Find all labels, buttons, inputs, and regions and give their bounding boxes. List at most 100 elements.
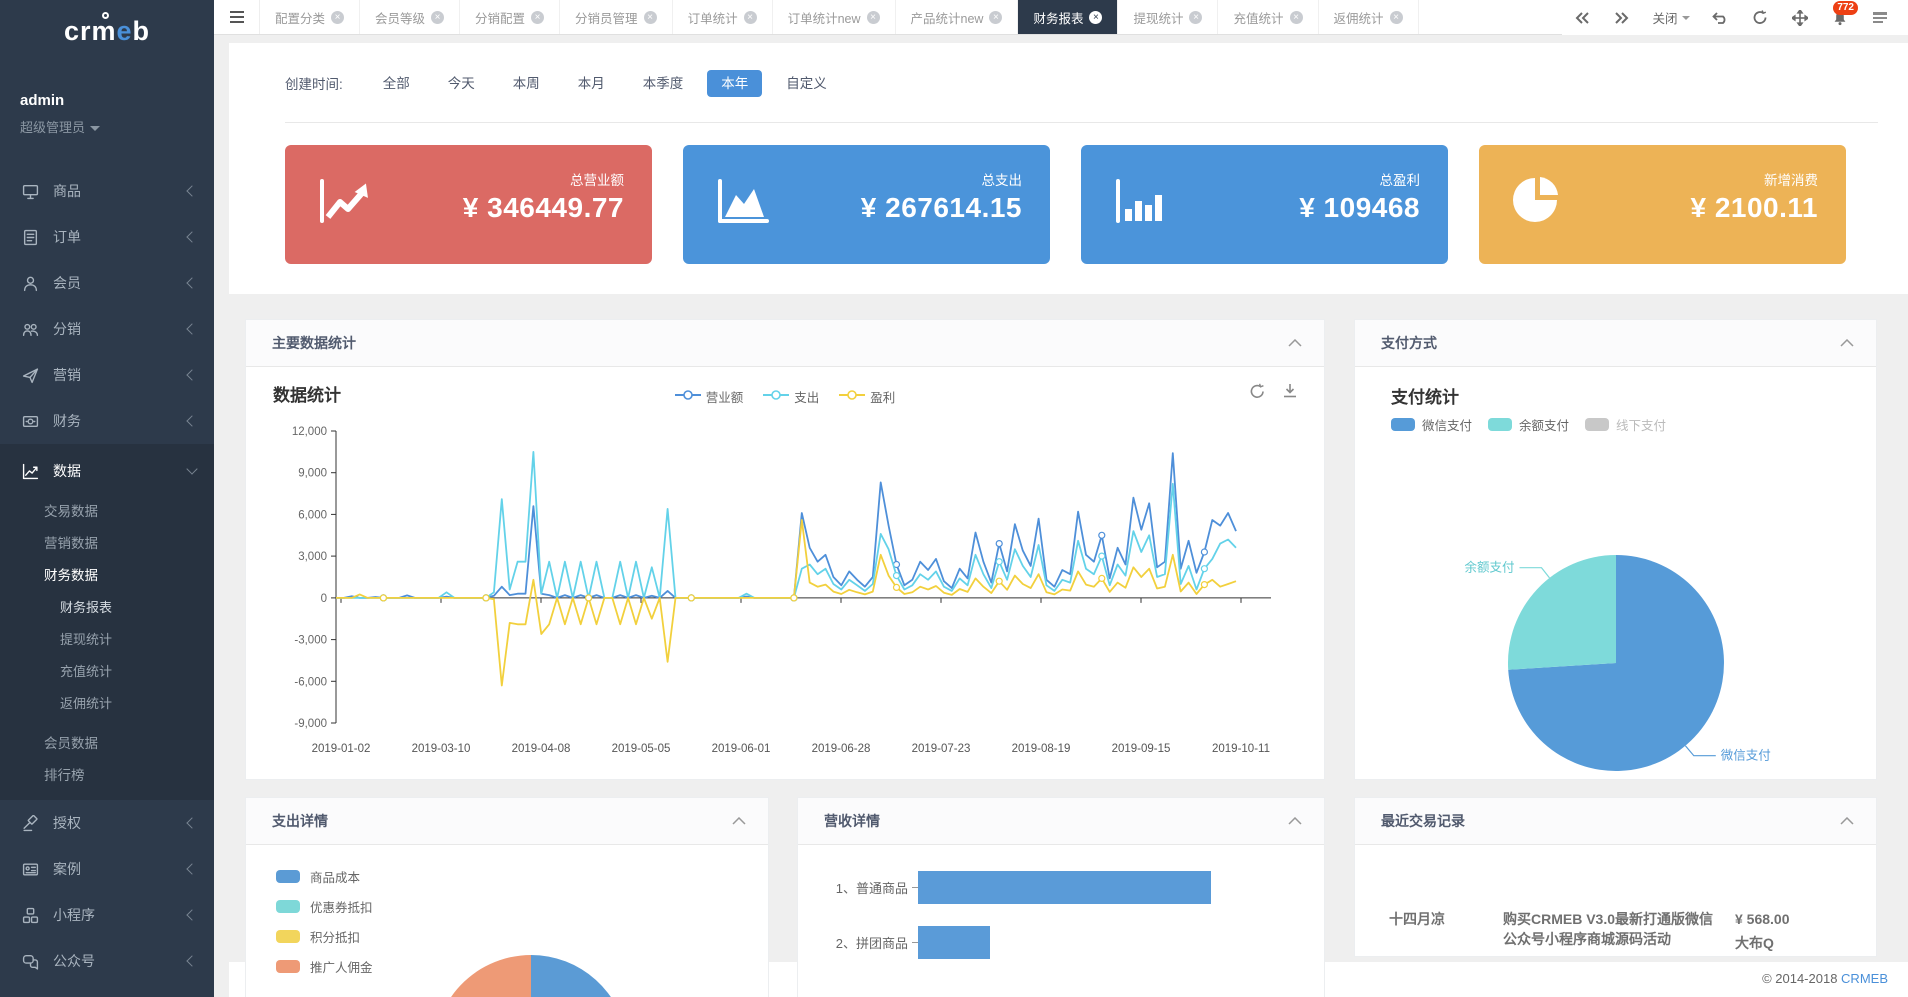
tab-close-icon[interactable]: × — [1289, 10, 1303, 24]
donut-legend-item-优惠券抵扣[interactable]: 优惠券抵扣 — [276, 897, 373, 916]
tab-close-icon[interactable]: × — [989, 10, 1003, 24]
sidebar-item-数据[interactable]: 数据 — [0, 448, 214, 494]
scroll-tabs-right-button[interactable] — [1602, 0, 1642, 35]
legend-item-支出[interactable]: 支出 — [763, 387, 819, 406]
tab-close-icon[interactable]: × — [1089, 10, 1103, 24]
tab-close-icon[interactable]: × — [431, 10, 445, 24]
sidebar-item-公众号[interactable]: 公众号 — [0, 938, 214, 984]
main-area: 配置分类 × 会员等级 × 分销配置 × 分销员管理 × 订单统计 × 订单统计new × 产品统计ne… — [214, 0, 1908, 997]
sidebar-subitem-会员数据[interactable]: 会员数据 — [0, 726, 214, 758]
collapse-chevron-icon[interactable] — [1288, 812, 1302, 830]
bar-2、拼团商品 — [918, 926, 990, 959]
sidebar-item-会员[interactable]: 会员 — [0, 260, 214, 306]
donut-legend-item-商品成本[interactable]: 商品成本 — [276, 867, 373, 886]
sidebar-subitem-营销数据[interactable]: 营销数据 — [0, 526, 214, 558]
legend-label: 微信支付 — [1422, 419, 1473, 433]
sidebar-item-财务[interactable]: 财务 — [0, 398, 214, 444]
filter-option-本周[interactable]: 本周 — [512, 76, 540, 91]
filter-option-本年[interactable]: 本年 — [707, 70, 763, 97]
sidebar-subitem-交易数据[interactable]: 交易数据 — [0, 494, 214, 526]
filter-option-本季度[interactable]: 本季度 — [642, 76, 684, 91]
layout-list-icon[interactable] — [1860, 0, 1900, 35]
donut-legend-item-推广人佣金[interactable]: 推广人佣金 — [276, 957, 373, 976]
svg-text:2019-10-11: 2019-10-11 — [1212, 743, 1270, 755]
tab-会员等级[interactable]: 会员等级 × — [360, 0, 461, 34]
tab-close-icon[interactable]: × — [331, 10, 345, 24]
tab-分销员管理[interactable]: 分销员管理 × — [560, 0, 673, 34]
sidebar-item-小程序[interactable]: 小程序 — [0, 892, 214, 938]
notifications-bell-icon[interactable]: 772 — [1820, 0, 1860, 35]
chart-refresh-icon[interactable] — [1249, 383, 1266, 405]
donut-legend: 商品成本优惠券抵扣积分抵扣推广人佣金 — [276, 867, 373, 987]
chart-download-icon[interactable] — [1282, 383, 1298, 405]
legend-item-营业额[interactable]: 营业额 — [674, 387, 743, 406]
scroll-tabs-left-button[interactable] — [1562, 0, 1602, 35]
panel-title: 主要数据统计 — [272, 335, 356, 351]
axis-tick — [912, 942, 918, 943]
auth-icon — [22, 814, 39, 832]
sidebar-subitem-提现统计[interactable]: 提现统计 — [0, 622, 214, 654]
back-button[interactable] — [1700, 0, 1740, 35]
sidebar-subitem-财务数据[interactable]: 财务数据 — [0, 558, 214, 590]
tab-label: 订单统计 — [687, 11, 738, 26]
sidebar-menu: 商品 订单 会员 分销 营销 财务 数据 交易数据 营销数据 财务数据 财务报表 提现统计 充值统计 返佣… — [0, 168, 214, 997]
pay-legend-item-余额支付[interactable]: 余额支付 — [1488, 415, 1569, 434]
tab-产品统计new[interactable]: 产品统计new × — [896, 0, 1019, 34]
revenue-bar-row: 1、普通商品 — [798, 871, 1304, 904]
filter-option-今天[interactable]: 今天 — [447, 76, 475, 91]
sidebar-item-案例[interactable]: 案例 — [0, 846, 214, 892]
sidebar-item-授权[interactable]: 授权 — [0, 800, 214, 846]
stat-card-新增消费: 新增消费 ¥ 2100.11 — [1479, 145, 1846, 264]
sidebar-item-分销[interactable]: 分销 — [0, 306, 214, 352]
revenue-panel-header: 营收详情 — [798, 798, 1324, 845]
refresh-button[interactable] — [1740, 0, 1780, 35]
tab-配置分类[interactable]: 配置分类 × — [260, 0, 361, 34]
tab-提现统计[interactable]: 提现统计 × — [1118, 0, 1219, 34]
divider — [285, 122, 1878, 123]
sidebar-item-订单[interactable]: 订单 — [0, 214, 214, 260]
svg-text:2019-05-05: 2019-05-05 — [612, 743, 671, 755]
tab-订单统计[interactable]: 订单统计 × — [673, 0, 773, 34]
crmeb-link[interactable]: CRMEB — [1841, 971, 1888, 986]
donut-legend-item-积分抵扣[interactable]: 积分抵扣 — [276, 927, 373, 946]
legend-item-盈利[interactable]: 盈利 — [839, 387, 895, 406]
collapse-chevron-icon[interactable] — [732, 812, 746, 830]
tab-分销配置[interactable]: 分销配置 × — [460, 0, 561, 34]
tab-close-icon[interactable]: × — [643, 10, 657, 24]
legend-marker-icon — [763, 389, 790, 404]
collapse-chevron-icon[interactable] — [1840, 334, 1854, 352]
close-tabs-dropdown[interactable]: 关闭 — [1642, 0, 1700, 35]
collapse-chevron-icon[interactable] — [1840, 812, 1854, 830]
hamburger-menu-icon[interactable] — [214, 0, 260, 34]
tab-财务报表[interactable]: 财务报表 × — [1018, 0, 1119, 34]
sidebar-item-内容[interactable]: 内容 — [0, 984, 214, 997]
sidebar-subitem-充值统计[interactable]: 充值统计 — [0, 654, 214, 686]
tab-close-icon[interactable]: × — [531, 10, 545, 24]
collapse-chevron-icon[interactable] — [1288, 334, 1302, 352]
fullscreen-button[interactable] — [1780, 0, 1820, 35]
sidebar-item-商品[interactable]: 商品 — [0, 168, 214, 214]
pay-legend-item-微信支付[interactable]: 微信支付 — [1391, 415, 1472, 434]
main-stats-panel-header: 主要数据统计 — [246, 320, 1324, 367]
tab-订单统计new[interactable]: 订单统计new × — [773, 0, 896, 34]
sidebar-subitem-财务报表[interactable]: 财务报表 — [0, 590, 214, 622]
pie-chart-icon — [1511, 175, 1565, 230]
tab-返佣统计[interactable]: 返佣统计 × — [1319, 0, 1419, 34]
tab-close-icon[interactable]: × — [1189, 10, 1203, 24]
tab-充值统计[interactable]: 充值统计 × — [1218, 0, 1319, 34]
tab-close-icon[interactable]: × — [1389, 10, 1403, 24]
miniprogram-icon — [22, 907, 39, 924]
user-role-dropdown[interactable]: 超级管理员 — [20, 117, 214, 136]
pie-chart-title: 支付统计 — [1391, 388, 1459, 407]
sidebar-item-营销[interactable]: 营销 — [0, 352, 214, 398]
tab-close-icon[interactable]: × — [743, 10, 757, 24]
transactions-panel-header: 最近交易记录 — [1355, 798, 1876, 845]
filter-option-全部[interactable]: 全部 — [382, 76, 410, 91]
pay-legend-item-线下支付[interactable]: 线下支付 — [1585, 415, 1666, 434]
sidebar-subitem-排行榜[interactable]: 排行榜 — [0, 758, 214, 790]
sidebar-subitem-返佣统计[interactable]: 返佣统计 — [0, 686, 214, 718]
filter-option-自定义[interactable]: 自定义 — [786, 76, 827, 91]
chevron-down-icon — [90, 126, 101, 132]
filter-option-本月[interactable]: 本月 — [577, 76, 605, 91]
tab-close-icon[interactable]: × — [866, 10, 880, 24]
